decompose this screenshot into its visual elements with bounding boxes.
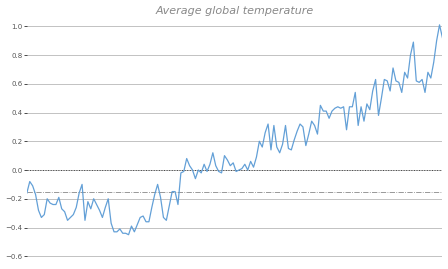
Title: Average global temperature: Average global temperature	[155, 6, 314, 16]
